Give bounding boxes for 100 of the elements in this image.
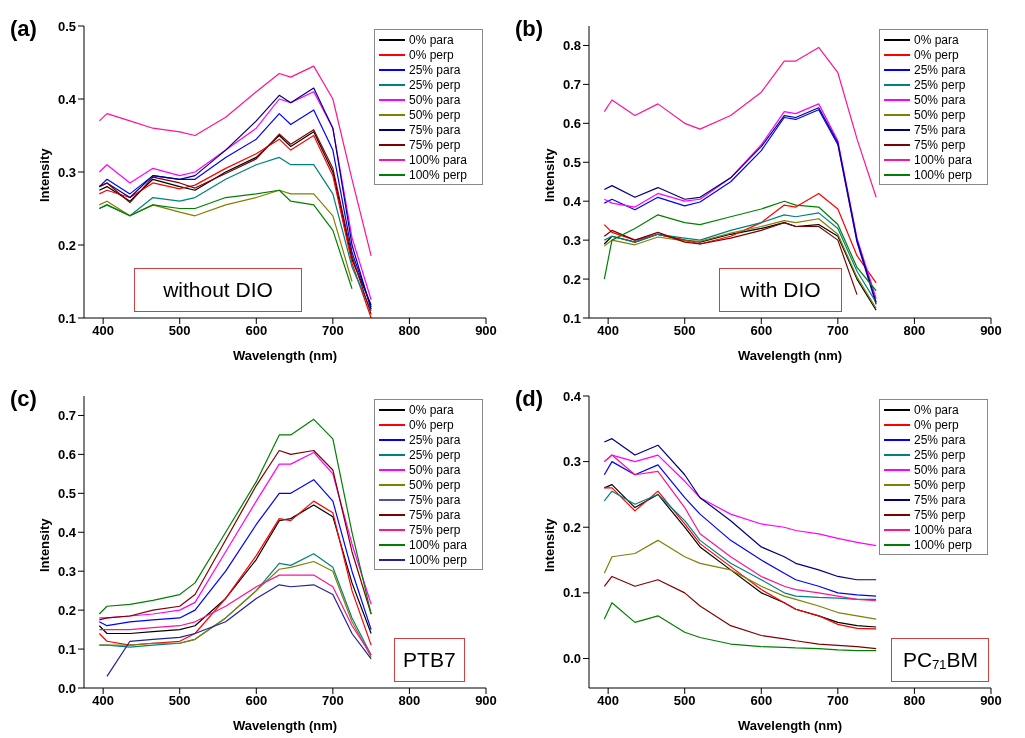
line-series <box>603 438 877 581</box>
y-axis-title: Intensity <box>541 517 557 572</box>
y-axis-title: Intensity <box>36 147 52 202</box>
legend-label: 25% para <box>409 432 461 447</box>
legend-label: 25% perp <box>409 77 461 92</box>
y-tick-label: 0.4 <box>562 193 582 209</box>
legend-label: 0% para <box>914 32 959 47</box>
x-tick-label: 400 <box>597 323 619 339</box>
legend-label: 100% perp <box>409 552 468 567</box>
legend-label: 25% para <box>914 62 966 77</box>
y-tick-label: 0.2 <box>562 519 581 535</box>
y-tick-label: 0.3 <box>57 563 76 579</box>
x-tick-label: 800 <box>398 693 421 709</box>
x-tick-label: 900 <box>980 693 1002 709</box>
line-series <box>98 574 372 656</box>
legend-label: 50% para <box>914 92 966 107</box>
text: (b) <box>515 16 544 42</box>
annotation: with DIO <box>719 268 842 312</box>
legend-label: 0% perp <box>409 417 454 432</box>
line-series <box>603 222 858 296</box>
y-tick-label: 0.7 <box>562 77 581 93</box>
y-tick-label: 0.4 <box>562 388 582 404</box>
legend-label: 50% para <box>409 462 461 477</box>
legend-label: 50% perp <box>409 477 461 492</box>
legend-label: 50% para <box>914 462 966 477</box>
legend-label: 75% perp <box>409 522 461 537</box>
line-series <box>98 418 372 615</box>
x-tick-label: 600 <box>750 693 773 709</box>
x-tick-label: 500 <box>673 323 696 339</box>
y-tick-label: 0.5 <box>562 154 581 170</box>
text: (c) <box>10 386 37 412</box>
y-tick-label: 0.5 <box>57 485 76 501</box>
y-axis-title: Intensity <box>541 147 557 202</box>
annotation: without DIO <box>133 268 303 312</box>
legend-label: 50% perp <box>914 477 966 492</box>
line-series <box>603 192 877 284</box>
x-tick-label: 700 <box>827 693 849 709</box>
y-tick-label: 0.8 <box>562 38 581 54</box>
y-tick-label: 0.2 <box>57 602 76 618</box>
x-axis-title: Wavelength (nm) <box>232 718 338 733</box>
x-tick-label: 700 <box>322 693 344 709</box>
annotation: PC₇₁BM <box>891 638 990 682</box>
y-tick-label: 0.3 <box>562 454 581 470</box>
y-tick-label: 0.0 <box>57 680 76 696</box>
x-tick-label: 700 <box>827 323 849 339</box>
x-tick-label: 500 <box>673 693 696 709</box>
y-tick-label: 0.4 <box>57 524 77 540</box>
legend-label: 0% para <box>409 32 454 47</box>
y-tick-label: 0.1 <box>57 641 76 657</box>
x-tick-label: 500 <box>168 323 191 339</box>
legend-label: 0% perp <box>409 47 454 62</box>
legend-label: 25% perp <box>914 77 966 92</box>
y-tick-label: 0.2 <box>562 271 581 287</box>
x-tick-label: 800 <box>903 323 926 339</box>
line-series <box>98 65 372 257</box>
y-axis-title: Intensity <box>36 517 52 572</box>
legend-label: 75% para <box>409 122 461 137</box>
y-tick-label: 0.7 <box>57 408 76 424</box>
legend-label: 0% perp <box>914 417 959 432</box>
y-tick-label: 0.6 <box>57 447 76 463</box>
y-tick-label: 0.1 <box>562 585 581 601</box>
legend-label: 100% para <box>409 152 468 167</box>
x-axis-title: Wavelength (nm) <box>737 348 843 363</box>
legend-label: 0% para <box>409 402 454 417</box>
y-tick-label: 0.3 <box>562 232 581 248</box>
x-tick-label: 800 <box>903 693 926 709</box>
legend-label: 75% perp <box>409 137 461 152</box>
legend-label: 50% perp <box>409 107 461 122</box>
legend-label: 75% perp <box>914 137 966 152</box>
y-tick-label: 0.3 <box>57 164 76 180</box>
legend-label: 75% para <box>914 492 966 507</box>
text: (a) <box>10 16 37 42</box>
y-tick-label: 0.1 <box>57 310 76 326</box>
y-tick-label: 0.0 <box>562 651 581 667</box>
annotation: PTB7 <box>394 638 465 682</box>
x-tick-label: 400 <box>92 693 114 709</box>
x-tick-label: 600 <box>245 693 268 709</box>
y-tick-label: 0.6 <box>562 115 581 131</box>
legend-label: 50% perp <box>914 107 966 122</box>
legend-label: 25% perp <box>914 447 966 462</box>
legend-label: 75% para <box>409 492 461 507</box>
x-tick-label: 900 <box>475 323 497 339</box>
line-series <box>603 46 877 198</box>
x-tick-label: 500 <box>168 693 191 709</box>
x-tick-label: 600 <box>750 323 773 339</box>
legend-label: 25% para <box>409 62 461 77</box>
x-tick-label: 400 <box>597 693 619 709</box>
legend-label: 100% perp <box>914 167 973 182</box>
legend-label: 100% para <box>409 537 468 552</box>
y-tick-label: 0.5 <box>57 18 76 34</box>
line-series <box>603 575 877 650</box>
legend-label: 100% para <box>914 522 973 537</box>
legend-label: 0% perp <box>914 47 959 62</box>
legend-label: 100% perp <box>409 167 468 182</box>
line-series <box>603 490 877 601</box>
x-tick-label: 900 <box>475 693 497 709</box>
legend-label: 75% para <box>409 507 461 522</box>
x-tick-label: 600 <box>245 323 268 339</box>
line-series <box>603 602 877 652</box>
x-tick-label: 800 <box>398 323 421 339</box>
